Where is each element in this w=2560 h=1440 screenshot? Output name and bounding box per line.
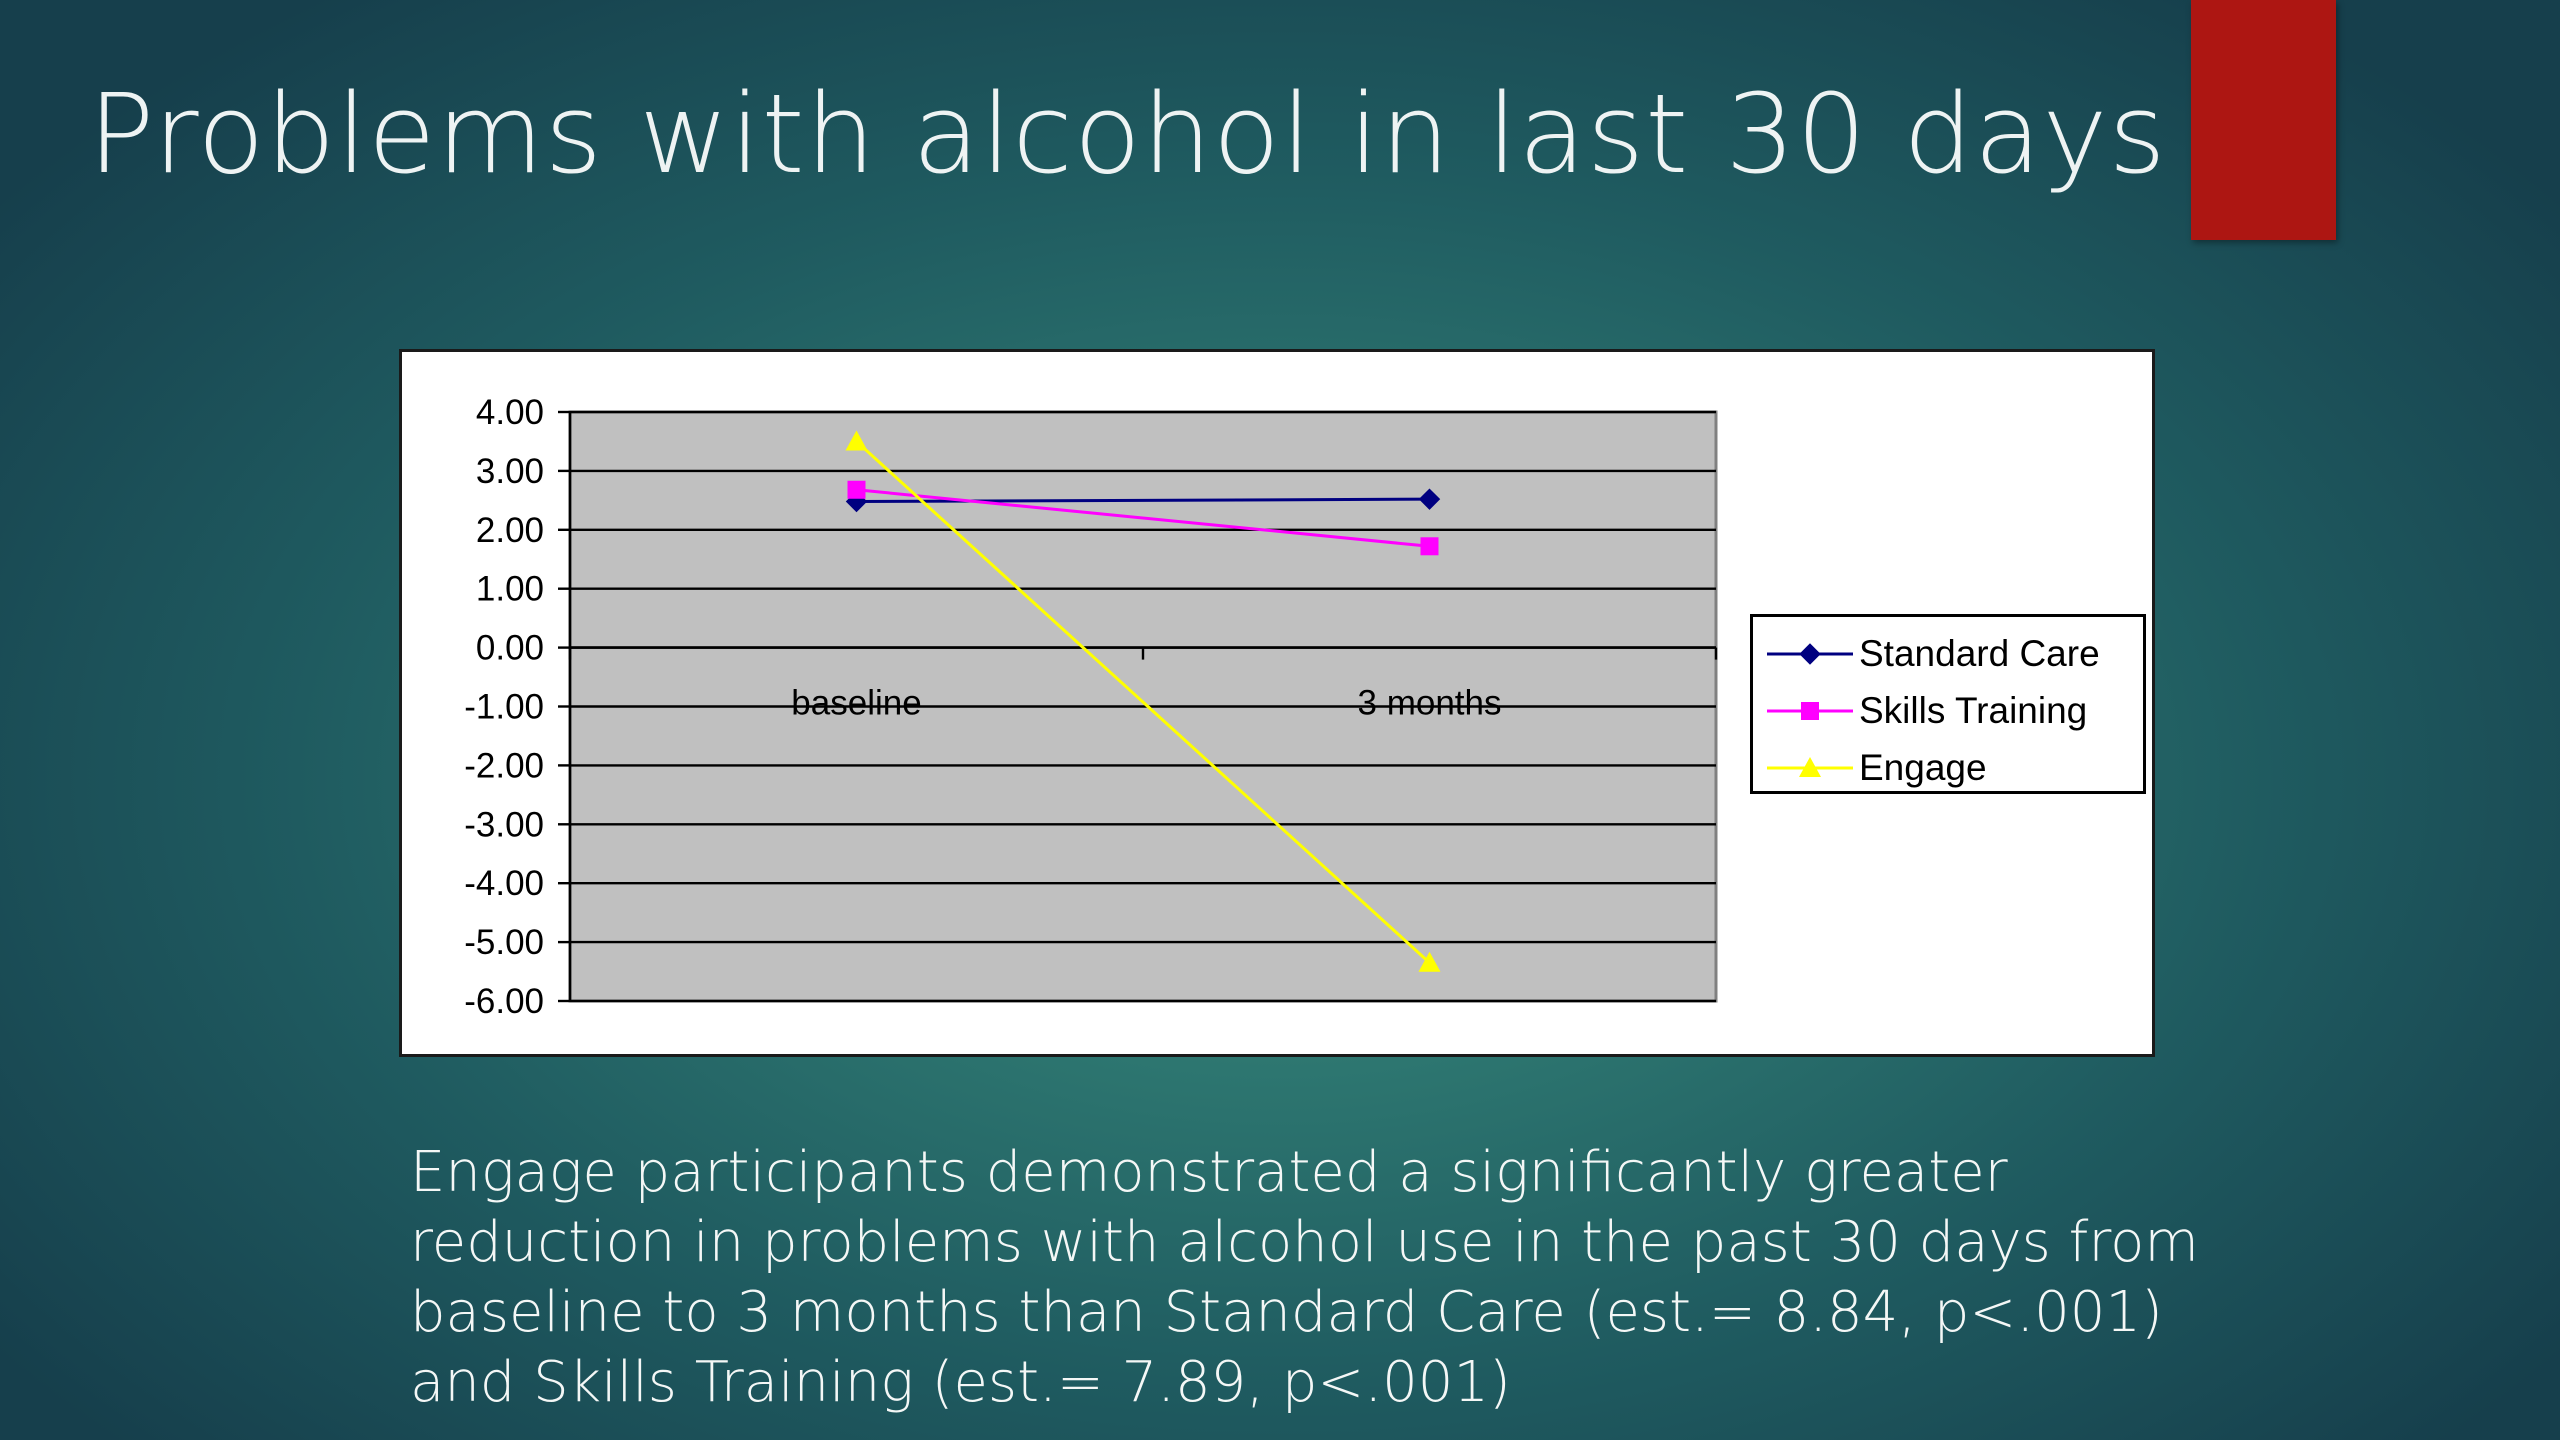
y-tick-label: -3.00 (464, 805, 544, 844)
legend-label-engage: Engage (1859, 746, 1987, 788)
chart-legend: Standard Care Skills Training Engage (1750, 614, 2146, 794)
y-tick-label: 4.00 (476, 393, 544, 432)
data-point-standard-care (1418, 488, 1441, 510)
slide-caption: Engage participants demonstrated a signi… (410, 1140, 2199, 1415)
legend-marker-engage (1799, 756, 1821, 777)
series-line-engage (855, 440, 1431, 964)
data-point-engage (1418, 951, 1441, 972)
series-line-skills-training (856, 488, 1430, 548)
y-tick-label: -4.00 (464, 864, 544, 903)
legend-swatch-skills-training (1767, 701, 1853, 720)
data-point-skills-training (1420, 537, 1439, 556)
line-chart: 4.00 3.00 2.00 1.00 0.00 -1.00 -2.00 -3.00 -4.00… (464, 393, 1718, 1021)
y-tick-label: -6.00 (464, 982, 544, 1021)
legend-marker-skills-training (1801, 701, 1819, 720)
y-tick-label: -2.00 (464, 746, 544, 785)
y-tick-label: 3.00 (476, 452, 544, 491)
legend-label-skills-training: Skills Training (1859, 689, 2088, 731)
slide-title: Problems with alcohol in last 30 days (88, 70, 2167, 198)
y-tick-label: 2.00 (476, 511, 544, 550)
legend-label-standard-care: Standard Care (1859, 632, 2100, 674)
chart-frame: 4.00 3.00 2.00 1.00 0.00 -1.00 -2.00 -3.00 -4.00… (399, 349, 2155, 1057)
x-tick-label-baseline: baseline (791, 684, 921, 723)
y-tick-label: -1.00 (464, 688, 544, 727)
series-engage (845, 430, 1441, 972)
legend-swatch-engage (1767, 756, 1853, 777)
data-point-engage (845, 430, 868, 451)
legend-swatch-standard-care (1767, 642, 1853, 665)
legend-marker-standard-care (1799, 642, 1821, 665)
y-tick-label: 1.00 (476, 570, 544, 609)
accent-block (2191, 0, 2336, 240)
y-tick-label: 0.00 (476, 629, 544, 668)
series-skills-training (847, 480, 1439, 556)
legend-item-engage: Engage (1753, 739, 2143, 796)
legend-item-skills-training: Skills Training (1753, 682, 2143, 739)
x-tick-label-3-months: 3 months (1358, 684, 1502, 723)
data-point-skills-training (847, 480, 866, 499)
legend-item-standard-care: Standard Care (1753, 625, 2143, 682)
y-tick-label: -5.00 (464, 923, 544, 962)
series-line-standard-care (856, 497, 1430, 504)
